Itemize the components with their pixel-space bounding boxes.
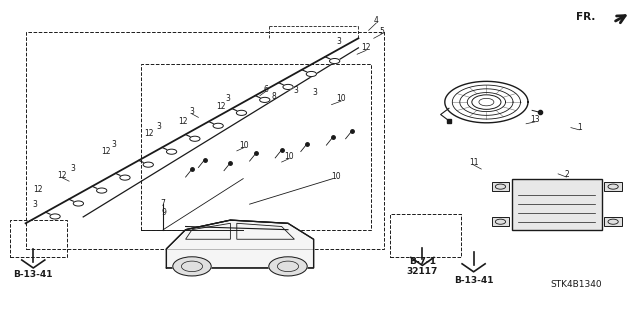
Text: 12: 12 bbox=[144, 129, 153, 138]
Circle shape bbox=[166, 149, 177, 154]
Text: 3: 3 bbox=[225, 94, 230, 103]
Text: 12: 12 bbox=[362, 43, 371, 52]
Circle shape bbox=[73, 201, 83, 206]
Text: 12: 12 bbox=[58, 171, 67, 180]
Text: 3: 3 bbox=[294, 86, 299, 95]
Text: 12: 12 bbox=[101, 147, 110, 156]
Circle shape bbox=[143, 162, 154, 167]
Text: 32117: 32117 bbox=[406, 267, 438, 276]
Bar bbox=[492, 182, 509, 191]
Circle shape bbox=[283, 85, 293, 90]
Circle shape bbox=[50, 214, 60, 219]
Bar bbox=[512, 179, 602, 230]
Text: 12: 12 bbox=[216, 102, 225, 111]
Bar bbox=[492, 217, 509, 226]
Text: 3: 3 bbox=[111, 140, 116, 149]
Circle shape bbox=[97, 188, 107, 193]
Circle shape bbox=[269, 257, 307, 276]
Text: 12: 12 bbox=[179, 117, 188, 126]
Circle shape bbox=[120, 175, 130, 180]
Text: 1: 1 bbox=[577, 123, 582, 132]
Text: 4: 4 bbox=[374, 16, 379, 25]
Polygon shape bbox=[166, 220, 314, 268]
Text: 3: 3 bbox=[70, 164, 76, 173]
Circle shape bbox=[472, 95, 501, 109]
Text: 2: 2 bbox=[564, 170, 569, 179]
Text: 3: 3 bbox=[189, 107, 195, 116]
Text: 11: 11 bbox=[469, 158, 478, 167]
Text: B-13-41: B-13-41 bbox=[13, 271, 53, 279]
Text: 3: 3 bbox=[156, 122, 161, 131]
Text: 6: 6 bbox=[263, 85, 268, 94]
Bar bbox=[604, 217, 622, 226]
Circle shape bbox=[330, 58, 340, 63]
Text: B-13-41: B-13-41 bbox=[454, 276, 493, 285]
Text: B-7-1: B-7-1 bbox=[409, 257, 436, 266]
Text: 8: 8 bbox=[271, 92, 276, 101]
Circle shape bbox=[173, 257, 211, 276]
Text: 3: 3 bbox=[312, 88, 317, 97]
Text: 5: 5 bbox=[379, 27, 384, 36]
Text: 10: 10 bbox=[336, 94, 346, 103]
Text: 10: 10 bbox=[239, 141, 250, 150]
Circle shape bbox=[189, 136, 200, 141]
Bar bbox=[10, 220, 67, 257]
Text: 3: 3 bbox=[33, 200, 38, 209]
Text: 10: 10 bbox=[331, 172, 341, 181]
Text: 12: 12 bbox=[34, 185, 43, 194]
Circle shape bbox=[306, 71, 316, 77]
Text: 7: 7 bbox=[160, 199, 165, 208]
Bar bbox=[26, 32, 384, 249]
Bar bbox=[141, 64, 371, 230]
Text: 3: 3 bbox=[337, 37, 342, 46]
Text: 13: 13 bbox=[530, 115, 540, 124]
Bar bbox=[390, 214, 461, 257]
Bar bbox=[604, 182, 622, 191]
Text: 10: 10 bbox=[284, 152, 294, 161]
Text: 9: 9 bbox=[161, 208, 166, 217]
Circle shape bbox=[213, 123, 223, 128]
Text: STK4B1340: STK4B1340 bbox=[550, 280, 602, 289]
Circle shape bbox=[260, 97, 270, 102]
Circle shape bbox=[236, 110, 246, 115]
Text: FR.: FR. bbox=[576, 11, 595, 22]
